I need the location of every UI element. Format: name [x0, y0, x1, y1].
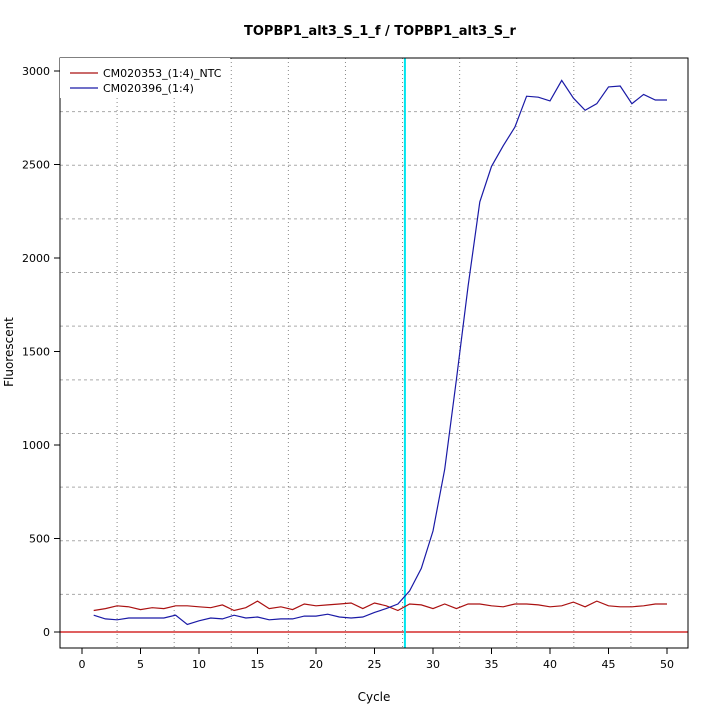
legend-label: CM020396_(1:4) — [103, 82, 194, 95]
chart-title: TOPBP1_alt3_S_1_f / TOPBP1_alt3_S_r — [244, 24, 517, 39]
y-tick-label: 2000 — [22, 252, 50, 265]
y-tick-label: 500 — [29, 533, 50, 546]
x-tick-label: 50 — [660, 658, 674, 671]
series-line-2 — [94, 80, 667, 624]
x-tick-label: 30 — [426, 658, 440, 671]
x-tick-label: 20 — [309, 658, 323, 671]
x-axis-label: Cycle — [358, 690, 391, 704]
plot-frame — [60, 58, 688, 648]
x-tick-label: 15 — [251, 658, 265, 671]
y-axis-label: Fluorescent — [2, 317, 16, 387]
y-tick-label: 0 — [43, 626, 50, 639]
series-line-1 — [94, 601, 667, 610]
legend-label: CM020353_(1:4)_NTC — [103, 67, 222, 80]
y-tick-label: 1500 — [22, 346, 50, 359]
x-tick-label: 0 — [79, 658, 86, 671]
y-tick-label: 2500 — [22, 159, 50, 172]
legend: CM020353_(1:4)_NTC CM020396_(1:4) — [60, 58, 230, 98]
x-tick-label: 25 — [368, 658, 382, 671]
x-tick-label: 10 — [192, 658, 206, 671]
x-tick-label: 35 — [485, 658, 499, 671]
y-tick-label: 1000 — [22, 439, 50, 452]
x-tick-label: 5 — [137, 658, 144, 671]
x-tick-label: 40 — [543, 658, 557, 671]
x-tick-label: 45 — [602, 658, 616, 671]
y-tick-label: 3000 — [22, 65, 50, 78]
